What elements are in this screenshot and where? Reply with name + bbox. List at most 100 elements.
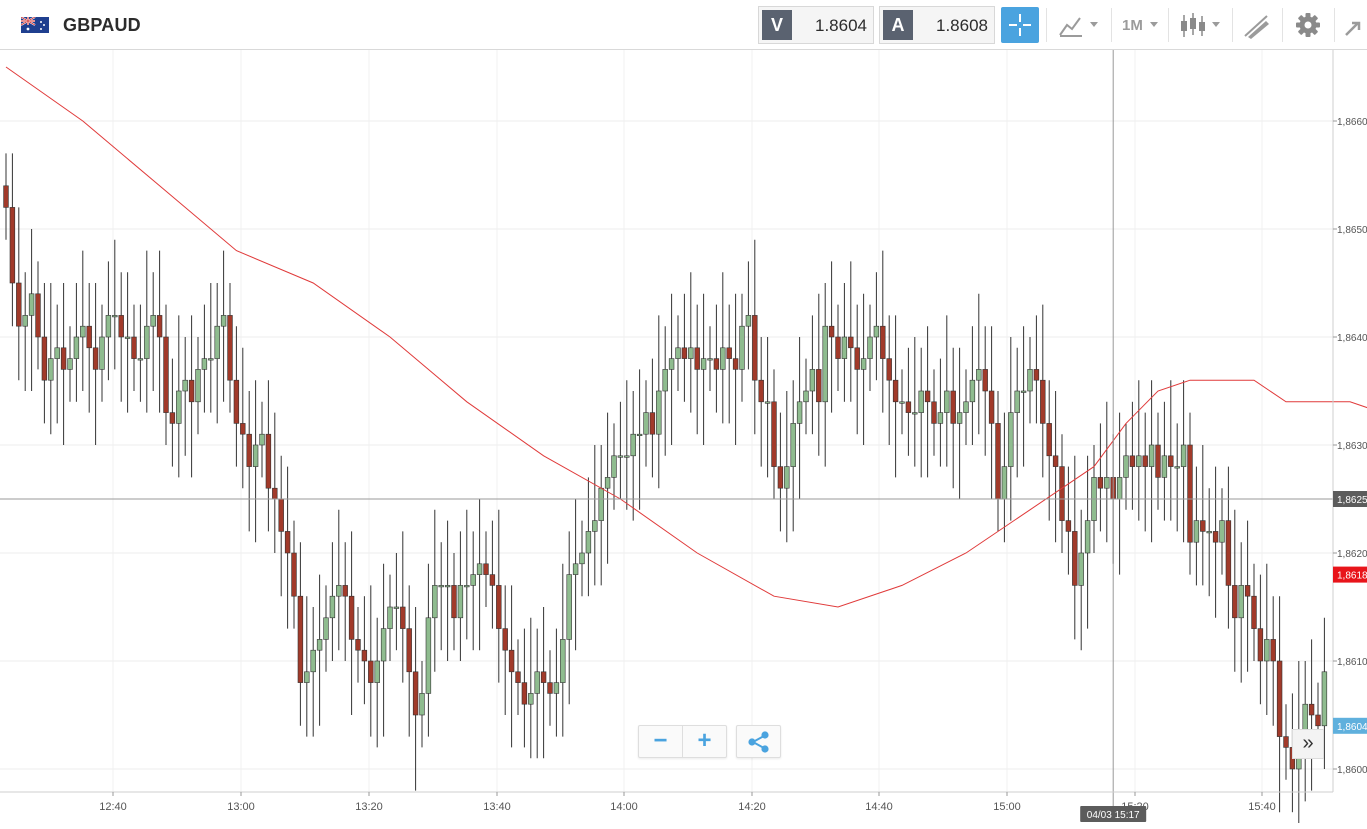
candle-bullish [380, 628, 387, 662]
drawing-tools-button[interactable] [1240, 7, 1274, 43]
candle-bearish [272, 487, 278, 500]
candle-bullish [624, 455, 630, 458]
bid-price-marker: 1,8604 [1337, 722, 1367, 733]
candle-bullish [316, 639, 323, 651]
settings-button[interactable] [1290, 7, 1326, 43]
candle-bullish [99, 336, 105, 370]
candle-bearish [1276, 660, 1283, 737]
moving-average-line [5, 66, 1367, 608]
chart-type-button[interactable] [1055, 7, 1105, 43]
candle-bearish [1315, 714, 1321, 727]
candle-bullish [1264, 639, 1270, 662]
candle-bullish [1001, 466, 1008, 500]
candle-bullish [201, 358, 208, 370]
candle-bullish [592, 520, 598, 532]
candle-bearish [1251, 595, 1257, 629]
candle-bearish [886, 358, 892, 381]
candle-bearish [355, 639, 361, 651]
candle-bullish [208, 358, 214, 361]
zoom-out-button[interactable]: − [653, 727, 668, 754]
time-tick-label: 14:40 [865, 801, 893, 813]
candle-bearish [60, 347, 67, 370]
candle-bullish [1136, 455, 1142, 467]
price-chart[interactable]: 1,8600 1,8610 1,8620 1,8630 1,8640 1,8650 1,86… [0, 50, 1367, 824]
candle-bullish [1193, 520, 1200, 543]
candle-bullish [956, 412, 963, 424]
candle-bullish [1180, 444, 1187, 467]
timeframe-button[interactable]: 1M [1118, 7, 1162, 43]
candle-bearish [1200, 520, 1206, 532]
candle-bullish [387, 606, 393, 629]
toolbar-separator [1282, 8, 1283, 42]
bid-price-marker-background [1333, 717, 1367, 734]
candle-bearish [1283, 736, 1289, 748]
candle-bearish [982, 369, 988, 392]
crosshair-button[interactable] [1001, 7, 1039, 43]
price-tick-label: 1,8610 [1337, 657, 1367, 668]
candle-bearish [483, 563, 489, 575]
candle-bullish [611, 455, 617, 478]
candle-bullish [323, 617, 329, 640]
candlestick-type-icon [1181, 13, 1220, 37]
candle-bullish [259, 433, 265, 446]
candle-bearish [1308, 703, 1315, 716]
collapse-button[interactable] [1340, 7, 1367, 43]
candle-bullish [22, 315, 28, 327]
candle-bullish [700, 358, 707, 370]
candle-bullish [969, 379, 976, 403]
candle-bearish [1046, 423, 1052, 457]
candle-bearish [995, 423, 1001, 500]
candle-bullish [1321, 671, 1328, 727]
ask-quote-button[interactable]: A 1.8608 [879, 6, 995, 44]
candle-bullish [944, 390, 950, 413]
candle-bullish [54, 347, 60, 359]
candle-bearish [265, 433, 272, 489]
candle-bullish [643, 412, 649, 435]
candle-bullish [668, 358, 675, 370]
time-tick-label: 12:40 [99, 801, 127, 813]
candle-bearish [508, 649, 515, 673]
candle-bullish [425, 617, 432, 694]
candle-bearish [1225, 520, 1232, 586]
candle-bearish [9, 207, 16, 284]
candle-bullish [841, 336, 848, 359]
candle-bearish [86, 325, 92, 349]
candle-bullish [720, 347, 726, 370]
candle-bullish [1078, 552, 1084, 586]
candle-bearish [169, 412, 176, 424]
candle-bullish [137, 358, 144, 361]
chevron-down-icon [1150, 22, 1158, 27]
candle-bullish [220, 315, 227, 327]
bid-quote-button[interactable]: V 1.8604 [758, 6, 874, 44]
candle-bullish [796, 401, 803, 424]
zoom-in-button[interactable]: + [697, 727, 712, 754]
candle-bearish [1270, 639, 1276, 662]
chart-canvas[interactable]: 1,8600 1,8610 1,8620 1,8630 1,8640 1,8650 1,86… [0, 50, 1367, 824]
candle-bearish [777, 466, 784, 489]
scroll-forward-button[interactable]: » [1292, 729, 1324, 759]
price-tick-label: 1,8640 [1337, 333, 1367, 344]
candle-bearish [291, 552, 297, 597]
candle-bullish [336, 585, 342, 597]
draw-tools-icon [1244, 15, 1269, 39]
candle-bullish [867, 336, 873, 359]
candle-bearish [758, 379, 764, 403]
toolbar: GBPAUD V 1.8604 A 1.8608 1M [0, 0, 1367, 50]
toolbar-separator [1334, 8, 1335, 42]
candle-bearish [3, 185, 9, 208]
candle-bullish [585, 531, 592, 554]
candle-style-button[interactable] [1176, 7, 1226, 43]
candle-bearish [502, 628, 508, 651]
candle-bullish [105, 315, 112, 338]
price-tick-label: 1,8650 [1337, 225, 1367, 236]
candle-bearish [681, 347, 688, 359]
candle-bullish [598, 487, 604, 521]
candle-bullish [419, 693, 425, 716]
candle-bullish [144, 325, 150, 359]
candle-bearish [1257, 628, 1264, 662]
candle-bullish [566, 574, 572, 640]
candle-bullish [80, 325, 86, 338]
share-button[interactable] [736, 725, 781, 758]
timeframe-label: 1M [1122, 17, 1143, 34]
candle-bullish [1123, 455, 1129, 478]
